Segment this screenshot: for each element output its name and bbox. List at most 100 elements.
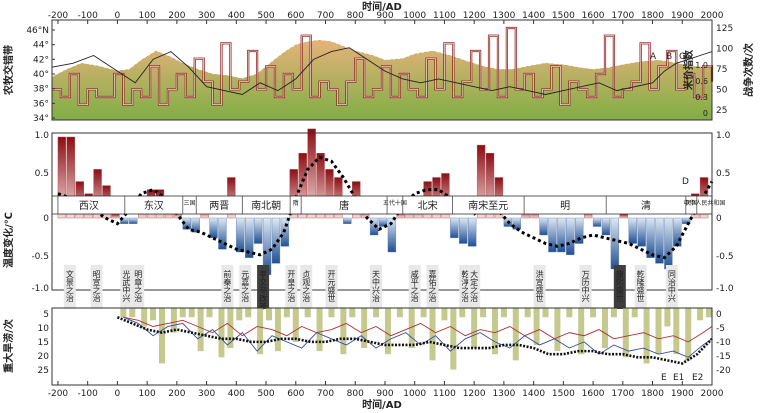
reign-label-box xyxy=(613,265,626,309)
bottom-right-tick-label: -10 xyxy=(716,338,731,348)
top-x-tick-label: 1700 xyxy=(611,11,634,21)
bottom-x-axis-title: 时间/AD xyxy=(362,398,402,411)
top-x-tick-label: 1600 xyxy=(582,11,605,21)
drought-flood-bar xyxy=(245,308,252,318)
top-left-tick-label: 44° xyxy=(33,41,49,51)
total-trend-line xyxy=(116,316,713,365)
bottom-x-tick-label: 300 xyxy=(198,389,215,399)
drought-flood-bar xyxy=(578,308,585,355)
temperature-bar xyxy=(548,217,557,253)
bottom-x-tick-label: 1500 xyxy=(552,389,575,399)
temperature-bar xyxy=(253,217,263,244)
dynasty-label: 隋 xyxy=(293,199,299,207)
reign-label: 明章之治 xyxy=(134,270,143,303)
reign-label: 贞观之治 xyxy=(302,269,311,303)
temperature-bar xyxy=(307,128,316,219)
top-right-axis-title-price: 米价指数 xyxy=(682,49,695,90)
drought-flood-bar xyxy=(340,308,347,355)
war-frequency-line-inner xyxy=(52,27,713,106)
top-right-axis-title-war: 战争次数/次 xyxy=(742,43,755,97)
temperature-bar xyxy=(129,217,138,224)
top-right-price-tick-label: 1.0 xyxy=(695,61,708,70)
top-right-war-tick-label: 125 xyxy=(716,24,733,34)
dynasty-label: 北宋 xyxy=(418,199,438,212)
top-left-tick-label: 34° xyxy=(33,114,49,124)
reign-label-box xyxy=(257,265,270,309)
temperature-bar xyxy=(343,217,352,224)
middle-right-tick-label: 0.5 xyxy=(716,169,730,179)
drought-flood-bar xyxy=(664,308,671,327)
bottom-x-tick-label: -100 xyxy=(77,389,98,399)
drought-flood-bar xyxy=(655,308,662,355)
drought-flood-bar xyxy=(500,308,507,318)
temperature-bar xyxy=(93,169,102,219)
drought-flood-bar xyxy=(420,308,427,318)
drought-flood-bar xyxy=(384,308,391,355)
top-right-war-tick-label: 50 xyxy=(716,86,728,96)
dynasty-label: 西汉 xyxy=(79,200,99,212)
top-x-tick-label: 700 xyxy=(317,11,334,21)
drought-flood-bar xyxy=(396,308,403,318)
drought-flood-bar xyxy=(566,308,573,318)
reign-label: 开皇之治 xyxy=(287,270,296,303)
reign-label-box xyxy=(63,265,76,309)
temperature-bar xyxy=(316,152,325,219)
top-x-tick-label: 300 xyxy=(198,11,215,21)
middle-right-tick-label: -1.0 xyxy=(716,284,734,294)
temperature-bar xyxy=(111,213,120,219)
top-left-tick-label: 36° xyxy=(33,99,49,109)
reign-label: 光武中兴 xyxy=(122,269,131,303)
bottom-axis-title: 重大旱涝/次 xyxy=(2,319,15,373)
bottom-x-tick-label: 1200 xyxy=(463,389,486,399)
dynasty-label: 五代十国 xyxy=(383,199,407,207)
rice-price-line xyxy=(51,47,713,95)
bottom-x-tick-label: 1900 xyxy=(671,389,694,399)
reign-label-box xyxy=(221,265,234,309)
top-x-tick-label: 1500 xyxy=(552,11,575,21)
top-x-tick-label: 100 xyxy=(139,11,156,21)
top-x-tick-label: 0 xyxy=(115,11,121,21)
drought-flood-bar xyxy=(266,308,273,321)
drought-flood-bar xyxy=(542,308,549,318)
reign-label: 孝文帝改革 xyxy=(259,270,268,311)
temperature-bar xyxy=(664,217,673,270)
reign-label: 昭宣之治 xyxy=(92,270,101,303)
dynasty-label: 中华人民共和国 xyxy=(683,199,725,207)
drought-flood-bar xyxy=(197,308,204,352)
reign-label-box xyxy=(285,265,298,309)
bottom-x-tick-label: 200 xyxy=(168,389,185,399)
temperature-bar xyxy=(298,152,307,219)
temperature-bar xyxy=(592,217,602,227)
drought-flood-bar xyxy=(120,308,127,318)
drought-flood-bar xyxy=(601,308,608,349)
temperature-bar xyxy=(66,136,75,219)
top-x-tick-label: 1200 xyxy=(463,11,486,21)
top-annotation-C: C xyxy=(679,52,685,62)
bottom-x-tick-label: 1600 xyxy=(582,389,605,399)
bottom-left-tick-label: 10 xyxy=(38,324,50,334)
temperature-bar xyxy=(476,144,486,219)
drought-flood-bar xyxy=(590,308,597,318)
drought-flood-bar xyxy=(471,308,478,349)
top-x-tick-label: 1800 xyxy=(641,11,664,21)
drought-flood-bar xyxy=(361,308,368,349)
reign-label: 洪宣盛世 xyxy=(535,269,544,302)
middle-annotation-D: D xyxy=(682,177,689,187)
temperature-bar xyxy=(628,217,637,244)
top-right-war-tick-label: 75 xyxy=(716,65,727,75)
drought-flood-bar xyxy=(304,308,311,318)
middle-left-tick-label: -0.5 xyxy=(31,252,49,262)
temperature-bar xyxy=(209,217,218,239)
temperature-bar xyxy=(575,217,584,244)
middle-right-tick-label: 1.0 xyxy=(716,131,731,141)
top-x-tick-label: 2000 xyxy=(701,11,724,21)
bottom-x-tick-label: 2000 xyxy=(701,389,724,399)
drought-flood-bar xyxy=(697,308,704,321)
temperature-bar xyxy=(610,217,620,270)
drought-flood-bar xyxy=(227,308,234,349)
drought-flood-bar xyxy=(512,308,519,361)
dynasty-label: 南北朝 xyxy=(251,199,281,212)
drought-flood-bar xyxy=(141,308,148,327)
bottom-x-tick-label: 1400 xyxy=(522,389,545,399)
top-x-tick-label: 1900 xyxy=(671,11,694,21)
